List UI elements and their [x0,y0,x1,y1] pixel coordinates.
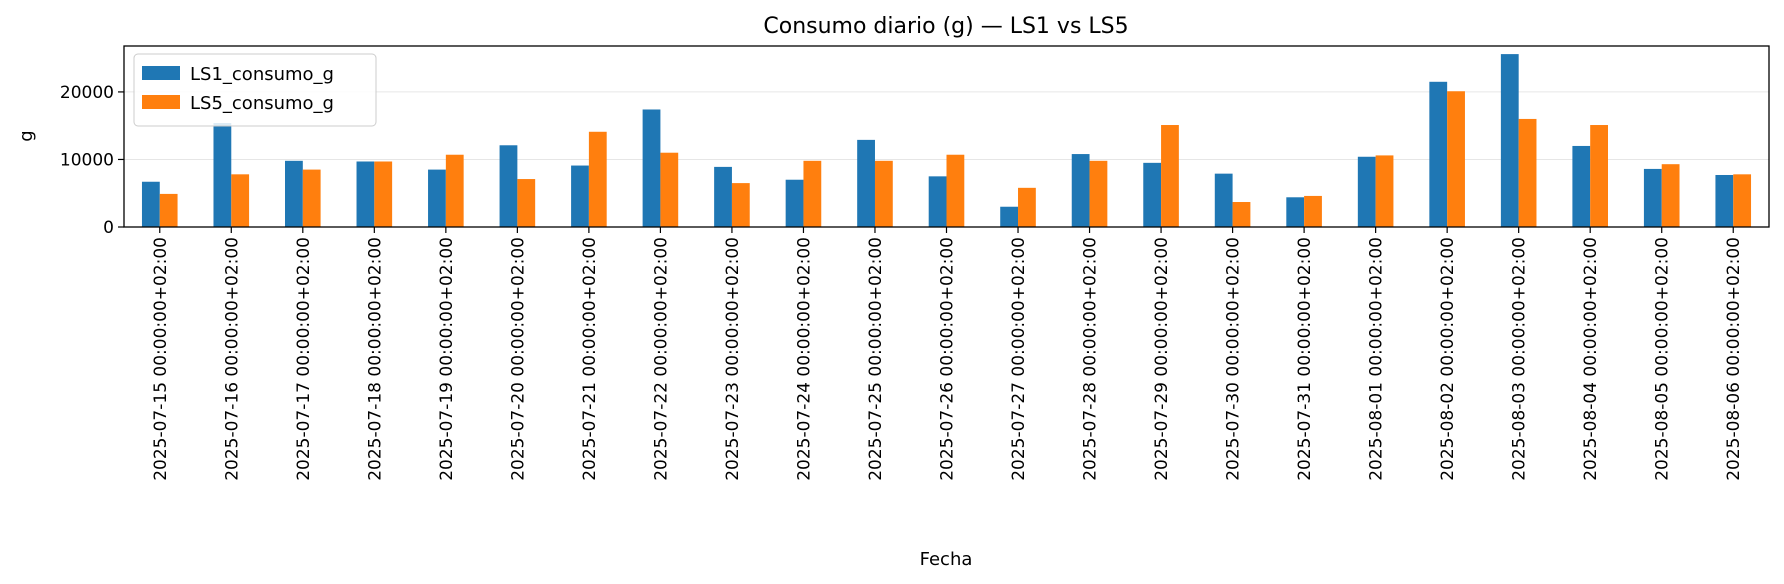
bar-LS1_consumo_g-11 [928,176,947,227]
x-tick-label: 2025-08-02 00:00:00+02:00 [1438,237,1458,481]
bar-LS1_consumo_g-5 [499,145,518,227]
legend-label-LS5_consumo_g: LS5_consumo_g [190,93,334,114]
bar-LS1_consumo_g-9 [785,179,804,227]
legend-swatch-LS5_consumo_g [142,95,180,109]
x-tick-label: 2025-07-22 00:00:00+02:00 [651,237,671,481]
bar-LS1_consumo_g-0 [141,181,160,227]
legend: LS1_consumo_g LS5_consumo_g [133,53,377,127]
x-tick-label: 2025-07-17 00:00:00+02:00 [294,237,314,481]
bar-LS5_consumo_g-1 [231,174,250,227]
x-tick-label: 2025-07-24 00:00:00+02:00 [794,237,814,481]
x-tick-label: 2025-07-18 00:00:00+02:00 [365,237,385,481]
bar-LS5_consumo_g-9 [803,160,822,227]
y-tick-label: 10000 [60,150,114,170]
bar-LS1_consumo_g-15 [1214,173,1233,227]
bar-LS1_consumo_g-18 [1429,81,1448,228]
bar-LS5_consumo_g-5 [517,179,536,227]
legend-label-LS1_consumo_g: LS1_consumo_g [190,64,334,85]
bar-LS1_consumo_g-12 [1000,206,1019,227]
bar-LS1_consumo_g-21 [1643,168,1662,227]
x-tick-label: 2025-07-26 00:00:00+02:00 [938,237,958,481]
bar-LS5_consumo_g-19 [1518,118,1537,227]
bar-LS5_consumo_g-22 [1733,174,1752,227]
bar-LS5_consumo_g-8 [731,183,750,227]
x-tick-label: 2025-08-03 00:00:00+02:00 [1510,237,1530,481]
bar-LS1_consumo_g-2 [285,160,303,227]
chart-title: Consumo diario (g) — LS1 vs LS5 [763,14,1128,39]
bar-LS5_consumo_g-21 [1661,164,1680,227]
x-tick-label: 2025-07-31 00:00:00+02:00 [1295,237,1315,481]
legend-box [133,53,377,127]
x-tick-label: 2025-08-04 00:00:00+02:00 [1581,237,1601,481]
y-axis: 0 10000 20000 [60,83,124,238]
bar-LS5_consumo_g-10 [874,160,893,227]
bar-LS1_consumo_g-14 [1143,162,1162,227]
bar-LS5_consumo_g-15 [1232,202,1251,227]
x-tick-label: 2025-07-23 00:00:00+02:00 [723,237,743,481]
legend-swatch-LS1_consumo_g [142,66,180,80]
bar-LS5_consumo_g-18 [1447,91,1465,227]
bar-LS5_consumo_g-11 [946,154,965,227]
x-tick-label: 2025-07-21 00:00:00+02:00 [580,237,600,481]
x-tick-label: 2025-07-28 00:00:00+02:00 [1081,237,1101,481]
x-tick-label: 2025-07-27 00:00:00+02:00 [1009,237,1029,481]
bar-LS5_consumo_g-20 [1590,125,1608,227]
x-tick-label: 2025-07-19 00:00:00+02:00 [437,237,457,481]
bars-layer [141,54,1752,228]
bar-LS5_consumo_g-4 [445,154,464,227]
x-tick-label: 2025-08-06 00:00:00+02:00 [1724,237,1744,481]
bar-LS1_consumo_g-20 [1572,145,1591,227]
x-axis: 2025-07-15 00:00:00+02:00 2025-07-16 00:0… [151,227,1744,481]
bar-LS1_consumo_g-4 [428,169,446,227]
x-tick-label: 2025-07-20 00:00:00+02:00 [508,237,528,481]
bar-LS5_consumo_g-14 [1161,125,1179,227]
bar-LS5_consumo_g-16 [1304,195,1322,227]
bar-LS5_consumo_g-2 [302,169,321,227]
bar-LS1_consumo_g-6 [571,165,589,227]
bar-LS1_consumo_g-13 [1071,154,1090,227]
bar-LS1_consumo_g-16 [1286,197,1305,227]
bar-LS1_consumo_g-3 [356,161,375,227]
x-tick-label: 2025-07-29 00:00:00+02:00 [1152,237,1172,481]
bar-LS5_consumo_g-0 [159,193,178,227]
bar-LS1_consumo_g-17 [1357,156,1376,227]
bar-LS1_consumo_g-10 [857,139,875,227]
bar-LS1_consumo_g-1 [213,122,232,227]
bar-LS5_consumo_g-12 [1018,187,1036,227]
x-tick-label: 2025-07-25 00:00:00+02:00 [866,237,886,481]
x-tick-label: 2025-07-30 00:00:00+02:00 [1224,237,1244,481]
bar-LS5_consumo_g-3 [374,161,393,227]
x-axis-label: Fecha [920,549,973,570]
bar-LS1_consumo_g-19 [1500,54,1519,227]
x-tick-label: 2025-08-05 00:00:00+02:00 [1653,237,1673,481]
y-tick-label: 0 [103,218,114,238]
x-tick-label: 2025-07-15 00:00:00+02:00 [151,237,171,481]
bar-LS1_consumo_g-7 [642,109,661,227]
x-tick-label: 2025-08-01 00:00:00+02:00 [1367,237,1387,481]
x-tick-label: 2025-07-16 00:00:00+02:00 [222,237,242,481]
bar-LS1_consumo_g-22 [1715,174,1734,227]
bar-LS5_consumo_g-6 [588,131,607,227]
y-axis-label: g [16,130,37,141]
y-tick-label: 20000 [60,83,114,103]
bar-LS5_consumo_g-13 [1089,160,1108,227]
bar-LS5_consumo_g-17 [1375,155,1394,227]
bar-LS1_consumo_g-8 [714,166,732,227]
bar-LS5_consumo_g-7 [660,152,679,227]
